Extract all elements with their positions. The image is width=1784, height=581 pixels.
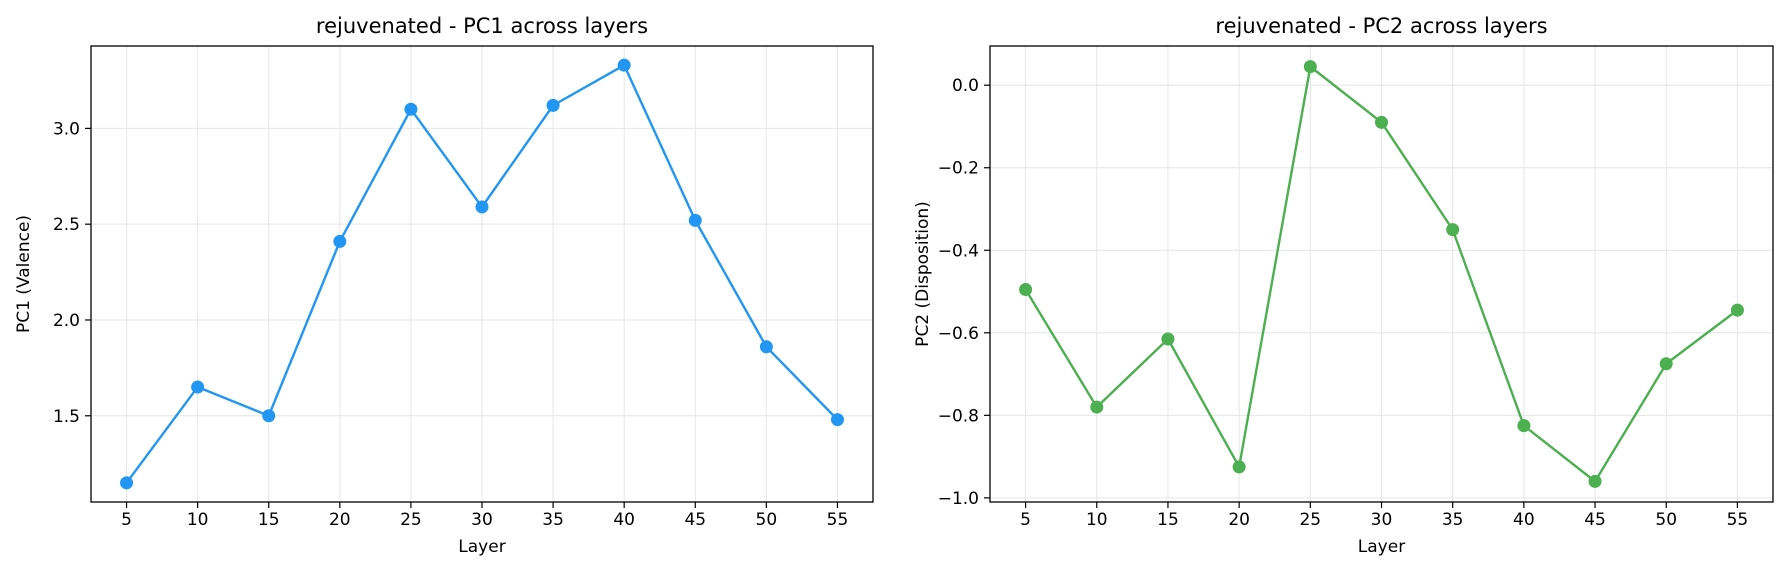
chart2-data-point: [1730, 303, 1744, 317]
chart2-x-tick-label: 10: [1086, 510, 1108, 530]
chart1-panel: 5 10 15 20 25 30 35 40 45 50 55 1.5 2.0 2.5 3.0 rejuven…: [14, 14, 874, 557]
chart2-y-tick-label: −0.8: [938, 406, 979, 426]
chart1-data-point: [120, 476, 134, 490]
chart1-y-tick-label: 2.0: [53, 311, 80, 331]
chart2-data-point: [1019, 282, 1033, 296]
chart2-y-tick-label: 0.0: [952, 76, 979, 96]
chart1-x-tick-label: 45: [684, 510, 706, 530]
chart2-x-tick-label: 30: [1371, 510, 1393, 530]
chart2-y-axis-label: PC2 (Disposition): [913, 201, 933, 347]
chart2-data-point: [1588, 474, 1602, 488]
chart2-title: rejuvenated - PC2 across layers: [1215, 14, 1547, 38]
chart2-x-tick-label: 35: [1442, 510, 1464, 530]
chart1-title: rejuvenated - PC1 across layers: [316, 14, 648, 38]
chart2-panel: 5 10 15 20 25 30 35 40 45 50 55 −1.0 −0.8 −0.6 −0.4 −0.…: [913, 14, 1774, 557]
chart1-x-tick-label: 55: [827, 510, 849, 530]
chart1-data-point: [475, 200, 489, 214]
chart1-x-tick-label: 15: [258, 510, 280, 530]
chart2-data-point: [1375, 115, 1388, 129]
chart1-data-point: [617, 58, 631, 72]
chart2-data-point: [1161, 332, 1175, 346]
chart1-x-tick-label: 35: [542, 510, 564, 530]
chart2-y-tick-label: −0.4: [938, 241, 979, 261]
chart2-data-point: [1303, 60, 1317, 74]
chart1-data-point: [404, 102, 418, 116]
chart1-x-axis-label: Layer: [458, 537, 505, 557]
chart2-data-point: [1517, 419, 1531, 433]
chart2-y-tick-label: −0.6: [938, 324, 979, 344]
chart1-data-point: [191, 380, 205, 394]
chart2-x-tick-label: 15: [1157, 510, 1179, 530]
chart1-x-tick-label: 25: [400, 510, 422, 530]
chart1-y-axis-label: PC1 (Valence): [14, 215, 34, 333]
chart1-data-point: [333, 234, 347, 248]
chart1-y-tick-label: 3.0: [53, 119, 80, 139]
chart2-y-tick-label: −1.0: [938, 489, 979, 509]
chart1-y-tick-label: 2.5: [53, 215, 80, 235]
chart2-data-point: [1659, 357, 1673, 371]
chart1-data-point: [688, 213, 702, 227]
chart2-x-tick-label: 25: [1299, 510, 1321, 530]
chart2-data-point: [1446, 223, 1460, 237]
chart1-x-tick-label: 30: [471, 510, 493, 530]
chart2-x-tick-label: 55: [1727, 510, 1749, 530]
chart2-data-point: [1232, 460, 1246, 474]
chart1-x-tick-label: 10: [187, 510, 209, 530]
chart2-x-tick-label: 50: [1655, 510, 1677, 530]
chart1-data-point: [830, 413, 844, 427]
chart1-data-point: [546, 98, 560, 112]
chart1-y-tick-label: 1.5: [53, 407, 80, 427]
chart2-data-point: [1090, 400, 1104, 414]
chart1-x-tick-label: 50: [756, 510, 778, 530]
chart1-data-point: [262, 409, 276, 423]
chart1-x-tick-label: 40: [613, 510, 635, 530]
chart1-x-tick-label: 20: [329, 510, 351, 530]
chart2-x-axis-label: Layer: [1358, 537, 1405, 557]
chart1-x-tick-label: 5: [121, 510, 132, 530]
chart2-x-tick-label: 40: [1513, 510, 1535, 530]
chart2-y-tick-label: −0.2: [938, 159, 979, 179]
chart2-x-tick-label: 20: [1228, 510, 1250, 530]
chart2-x-tick-label: 5: [1020, 510, 1031, 530]
chart1-data-point: [759, 340, 773, 354]
chart2-x-tick-label: 45: [1584, 510, 1606, 530]
